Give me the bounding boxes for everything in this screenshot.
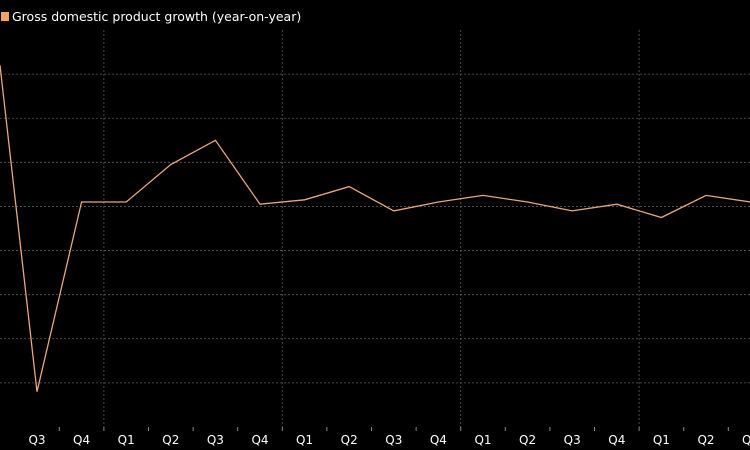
legend-label: Gross domestic product growth (year-on-y… — [12, 9, 301, 24]
x-tick-label: Q1 — [296, 433, 313, 447]
legend-swatch — [1, 12, 9, 21]
legend: Gross domestic product growth (year-on-y… — [1, 9, 301, 24]
x-tick-label: Q2 — [162, 433, 179, 447]
x-tick-label: Q4 — [608, 433, 625, 447]
x-tick-label: Q2 — [519, 433, 536, 447]
x-tick-label: Q3 — [742, 433, 750, 447]
x-tick-label: Q2 — [341, 433, 358, 447]
x-tick-label: Q1 — [653, 433, 670, 447]
x-tick-label: Q2 — [697, 433, 714, 447]
x-tick-label: Q3 — [207, 433, 224, 447]
x-tick-label: Q1 — [474, 433, 491, 447]
x-tick-label: Q4 — [251, 433, 268, 447]
x-tick-label: Q3 — [28, 433, 45, 447]
x-tick-label: Q4 — [430, 433, 447, 447]
x-tick-label: Q1 — [118, 433, 135, 447]
x-tick-label: Q4 — [73, 433, 90, 447]
x-tick-label: Q3 — [385, 433, 402, 447]
series-line-gdp-growth — [0, 65, 750, 392]
series-line-layer — [0, 65, 750, 392]
x-tick-label: Q3 — [564, 433, 581, 447]
x-axis: Q3 Q4 Q1 Q2 Q3 Q4 Q1 Q2 Q3 Q4 Q1 Q2 Q3 Q4 Q1 Q2 Q3 — [28, 427, 750, 447]
gridlines — [0, 30, 750, 427]
